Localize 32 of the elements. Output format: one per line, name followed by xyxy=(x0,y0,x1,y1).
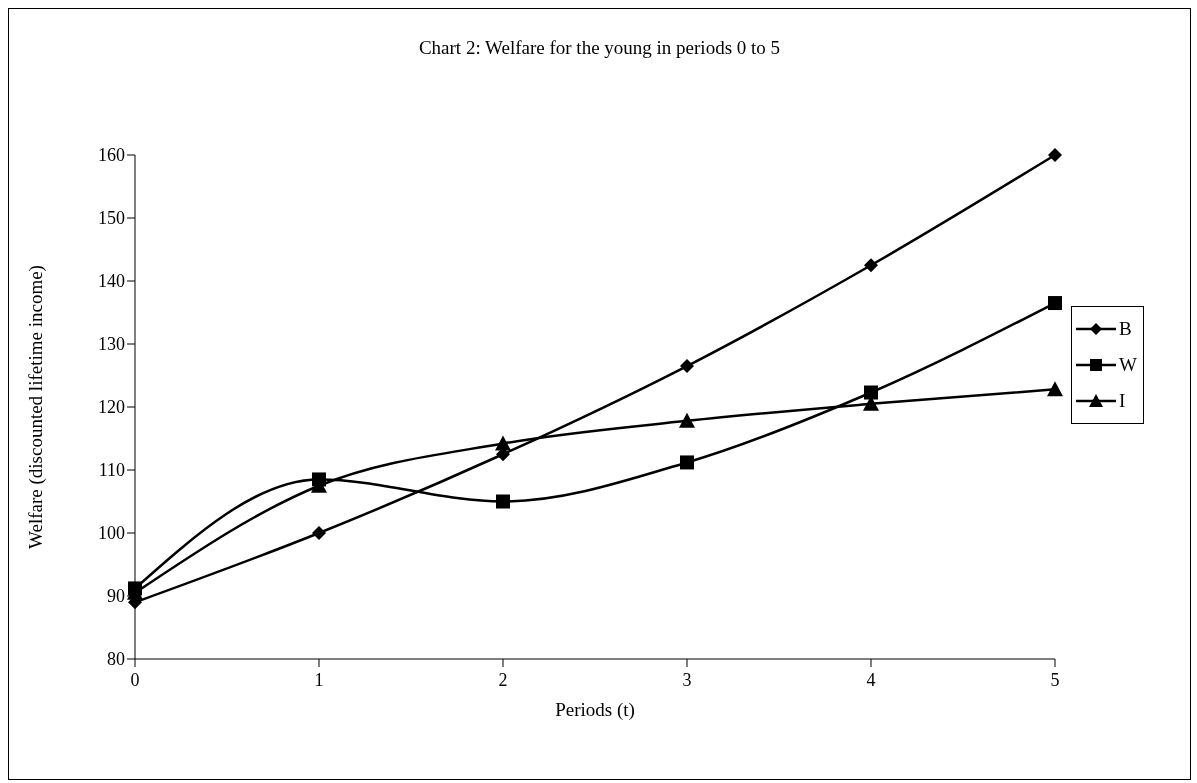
y-tick-label: 80 xyxy=(107,649,125,670)
y-tick-label: 90 xyxy=(107,586,125,607)
y-tick-label: 150 xyxy=(98,208,125,229)
legend-label: I xyxy=(1119,390,1126,412)
x-tick-label: 2 xyxy=(498,669,508,690)
y-tick-label: 100 xyxy=(98,523,125,544)
legend-label: W xyxy=(1119,354,1137,376)
point xyxy=(312,526,326,540)
y-tick-label: 160 xyxy=(98,145,125,166)
point xyxy=(1047,381,1063,397)
x-tick-label: 3 xyxy=(682,669,692,690)
chart-title: Chart 2: Welfare for the young in periods 0 to 5 xyxy=(417,37,782,59)
y-axis-title: Welfare (discounted lifetime income) xyxy=(24,265,47,549)
legend-label: B xyxy=(1119,318,1132,340)
x-tick-label: 0 xyxy=(130,669,140,690)
point xyxy=(864,385,878,400)
point xyxy=(680,359,694,374)
point xyxy=(495,435,511,451)
point xyxy=(864,258,878,273)
x-axis-title: Periods (t) xyxy=(555,699,635,721)
y-tick-label: 110 xyxy=(98,460,125,481)
y-tick-label: 120 xyxy=(98,397,125,418)
point xyxy=(679,412,695,428)
point xyxy=(680,455,694,470)
point xyxy=(1048,148,1062,162)
y-tick-label: 130 xyxy=(98,334,125,355)
x-tick-label: 5 xyxy=(1050,669,1060,690)
point xyxy=(1048,296,1062,311)
x-tick-label: 4 xyxy=(866,669,876,690)
point xyxy=(496,494,510,509)
y-tick-label: 140 xyxy=(98,271,125,292)
x-tick-label: 1 xyxy=(314,669,324,690)
